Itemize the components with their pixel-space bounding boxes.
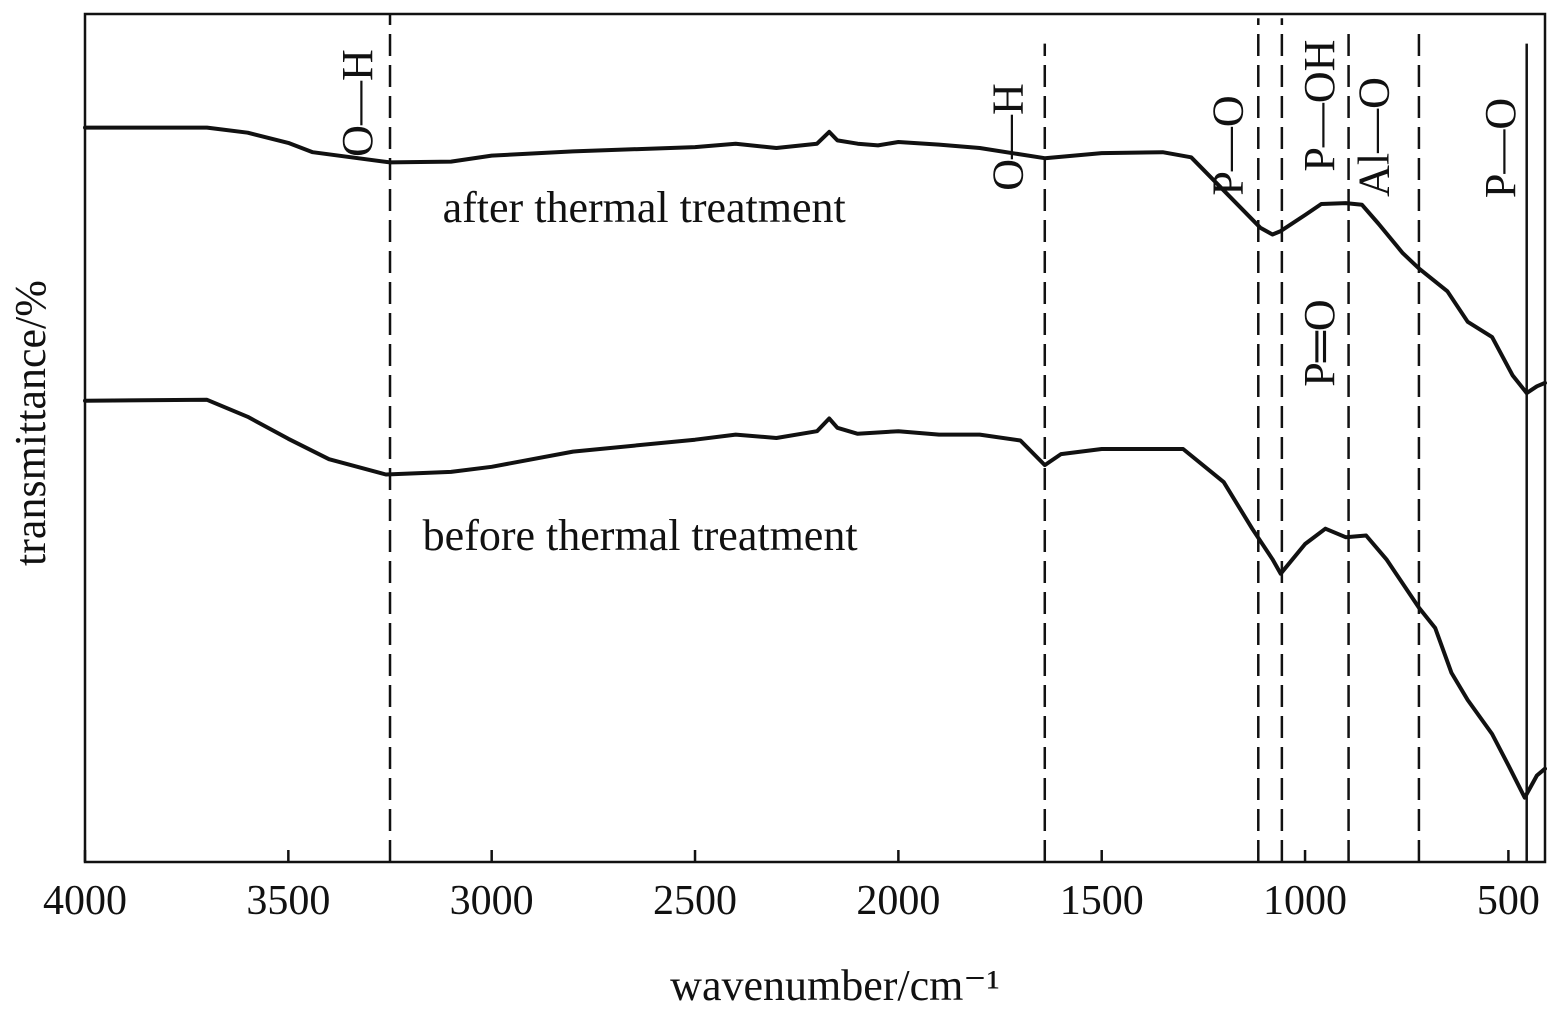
x-tick-label-2500: 2500 [653,878,737,924]
reference-lines [388,14,1528,862]
x-tick-label-3000: 3000 [450,878,534,924]
band-annotations: O—H O—H P—O P—OH P═O Al—O P—O [333,40,1525,387]
band-label-5: Al—O [1350,77,1399,197]
x-tick-label-500: 500 [1477,878,1540,924]
x-tick-label-2000: 2000 [856,878,940,924]
band-label-1: O—H [984,83,1033,191]
x-axis-title: wavenumber/cm⁻¹ [670,961,1000,1010]
plot-frame [83,12,1547,864]
x-tick-label-4000: 4000 [43,878,127,924]
series-line-after [83,125,1547,396]
series-label-after: after thermal treatment [443,183,846,232]
y-axis-title: transmittance/% [6,280,55,566]
band-label-3: P—OH [1295,40,1344,172]
x-tick-label-1000: 1000 [1263,878,1347,924]
x-tick-label-3500: 3500 [246,878,330,924]
series-lines [83,125,1547,800]
series-labels: after thermal treatment before thermal tr… [423,183,858,560]
series-label-before: before thermal treatment [423,511,858,560]
band-label-4: P═O [1295,299,1344,386]
x-axis-ticks: 4000 3500 3000 2500 2000 1500 1000 500 [43,850,1540,924]
band-label-6: P—O [1476,98,1525,198]
x-tick-label-1500: 1500 [1060,878,1144,924]
series-line-before [83,397,1547,800]
band-label-0: O—H [333,49,382,157]
band-label-2: P—O [1203,95,1252,195]
